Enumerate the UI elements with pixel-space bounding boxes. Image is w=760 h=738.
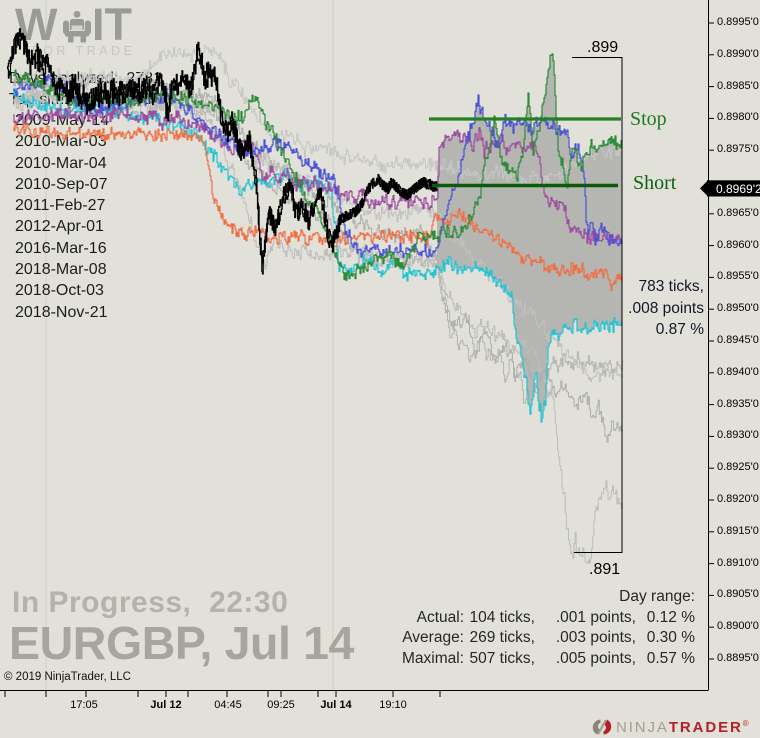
svg-text:0.8969'2: 0.8969'2 <box>716 182 760 196</box>
